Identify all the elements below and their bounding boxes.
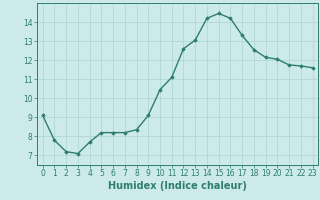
X-axis label: Humidex (Indice chaleur): Humidex (Indice chaleur) <box>108 181 247 191</box>
